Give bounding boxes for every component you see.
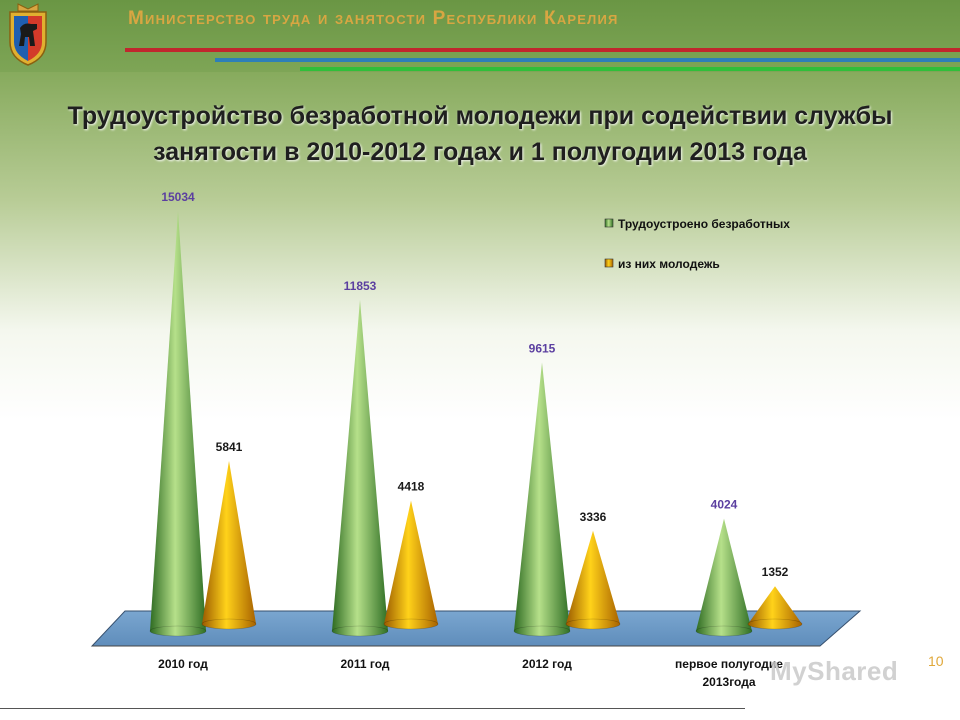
- data-label-youth-2: 3336: [580, 510, 607, 524]
- data-label-youth-3: 1352: [762, 565, 789, 579]
- cone-youth-0: [201, 460, 257, 630]
- header-stripe-blue: [215, 58, 960, 62]
- data-label-youth-0: 5841: [216, 440, 243, 454]
- karelia-emblem-icon: [9, 3, 47, 66]
- legend-swatch-0: [604, 218, 614, 228]
- header-stripe-red: [125, 48, 960, 52]
- x-tick-label-0: 2010 год: [158, 657, 208, 671]
- ministry-name: Министерство труда и занятости Республик…: [128, 8, 619, 29]
- x-tick-label-1: 2011 год: [341, 657, 390, 671]
- cone-unemployed-2: [513, 362, 571, 637]
- header-stripe-green: [300, 67, 960, 71]
- watermark: MyShared: [770, 656, 899, 686]
- data-label-unemployed-3: 4024: [711, 498, 738, 512]
- cone-youth-1: [383, 500, 439, 630]
- legend-label-1: из них молодежь: [618, 257, 720, 271]
- x-tick-label-2: 2012 год: [522, 657, 572, 671]
- legend: Трудоустроено безработных из них молодежь: [604, 217, 790, 271]
- cone-unemployed-3: [695, 518, 753, 637]
- cone-unemployed-0: [149, 211, 207, 637]
- data-label-unemployed-2: 9615: [529, 341, 556, 355]
- data-label-youth-1: 4418: [398, 480, 425, 494]
- cone-unemployed-1: [331, 299, 389, 637]
- data-label-unemployed-1: 11853: [344, 279, 377, 293]
- legend-label-0: Трудоустроено безработных: [618, 217, 790, 231]
- legend-swatch-1: [604, 258, 614, 268]
- slide-title-line-1: Трудоустройство безработной молодежи при…: [67, 102, 893, 130]
- slide-title: Трудоустройство безработной молодежи при…: [0, 98, 960, 170]
- cone-youth-2: [565, 530, 621, 630]
- slide-title-line-2: занятости в 2010-2012 годах и 1 полугоди…: [153, 138, 807, 166]
- x-tick-label-3: первое полугодие 2013года: [675, 657, 783, 689]
- slide-number: 10: [928, 653, 944, 669]
- data-label-unemployed-0: 15034: [161, 190, 195, 204]
- cone-youth-3: [747, 586, 803, 630]
- footer-line: [0, 708, 745, 709]
